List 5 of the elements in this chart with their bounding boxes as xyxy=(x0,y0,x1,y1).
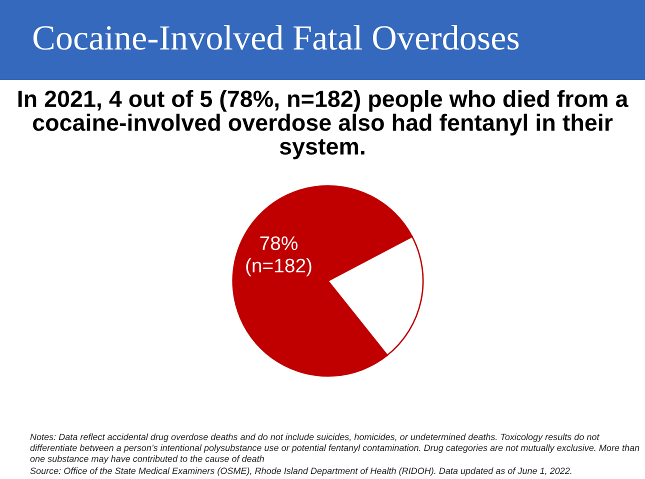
source-note: Source: Office of the State Medical Examiners (OSME), Rhode Island Department of Health (RIDOH). Data updated as of June 1, 2022. xyxy=(30,467,572,476)
chart-subtitle: In 2021, 4 out of 5 (78%, n=182) people who died from a cocaine-involved overdose also had fentanyl in their system. xyxy=(18,90,628,160)
text: Notes: Data reflect accidental drug overdose deaths and do not include suicides, homicides, or undetermined deaths. Toxicology results do not differentiate between a person’s intentional polysubstance use or potential fentanyl contamination. Drug categories are not mutually exclusive. More than one substance may have contributed to the cause of death xyxy=(30,434,640,464)
data-label: 78% (n=182) xyxy=(246,236,312,276)
chart-title: Cocaine-Involved Fatal Overdoses xyxy=(33,25,519,50)
